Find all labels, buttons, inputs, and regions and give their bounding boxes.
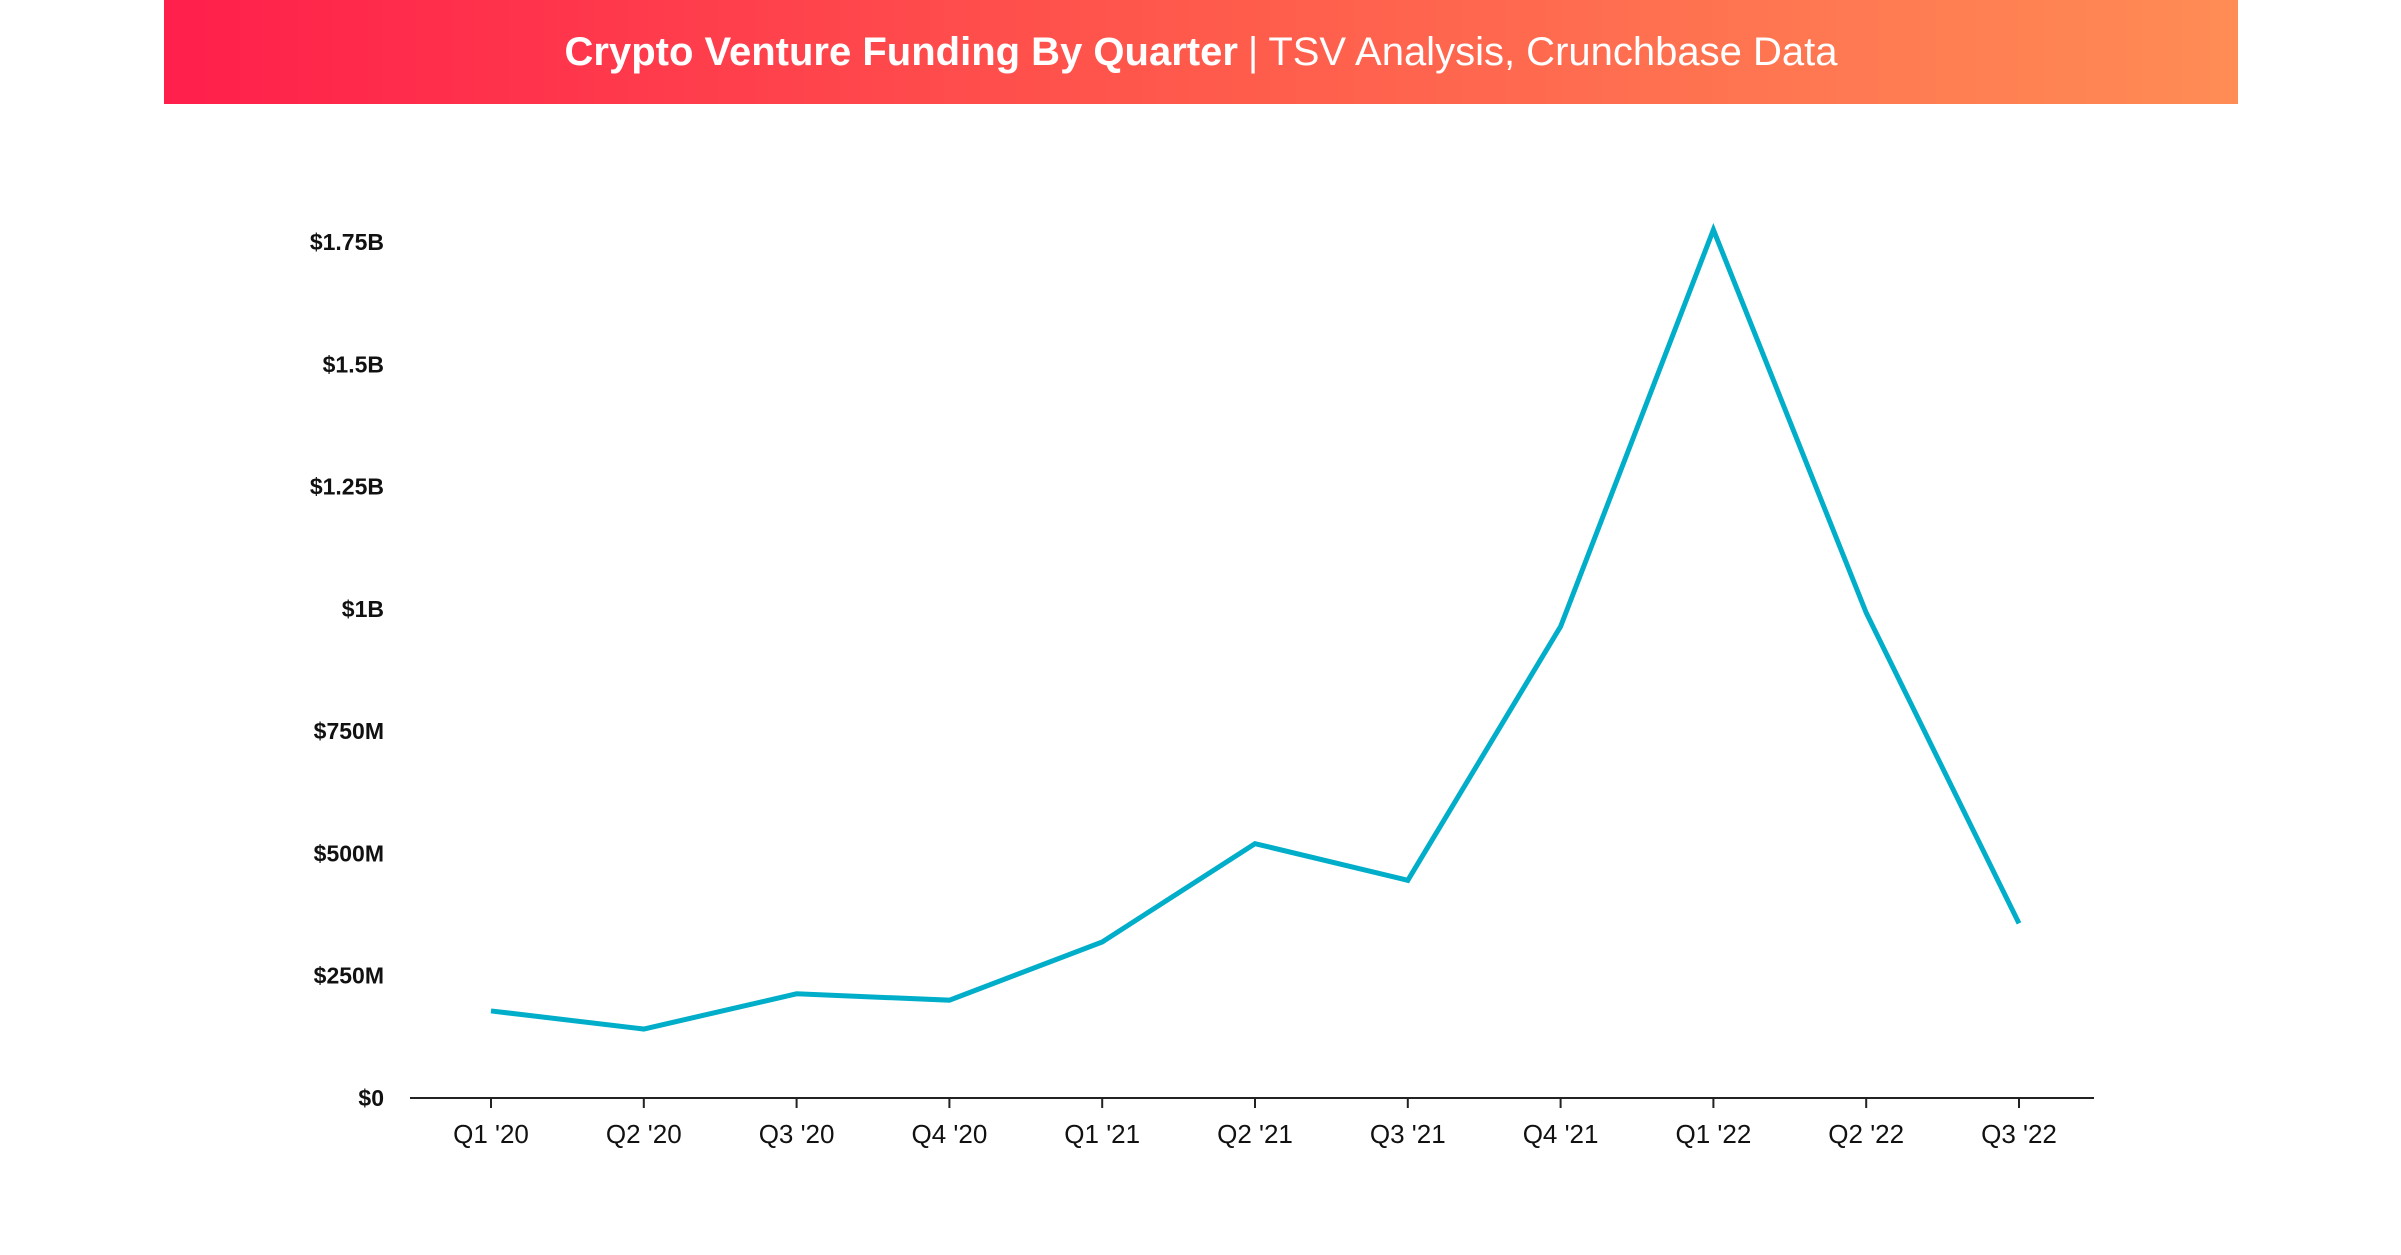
y-tick-label: $1.25B (310, 474, 384, 500)
y-tick-label: $1.75B (310, 229, 384, 255)
y-tick-label: $750M (314, 718, 384, 744)
chart-title-banner: Crypto Venture Funding By Quarter | TSV … (164, 0, 2238, 104)
chart-title: Crypto Venture Funding By Quarter (564, 29, 1238, 74)
y-tick-label: $1.5B (323, 351, 384, 377)
x-tick-label: Q4 '21 (1523, 1119, 1599, 1149)
y-tick-label: $250M (314, 963, 384, 989)
funding-series-line (490, 222, 2022, 1032)
x-tick-label: Q3 '21 (1370, 1119, 1446, 1149)
chart-subtitle: TSV Analysis, Crunchbase Data (1268, 29, 1838, 74)
x-tick-label: Q3 '22 (1981, 1119, 2057, 1149)
x-tick-label: Q2 '21 (1217, 1119, 1293, 1149)
x-tick-label: Q3 '20 (759, 1119, 835, 1149)
title-separator: | (1247, 29, 1259, 74)
x-tick-label: Q1 '20 (453, 1119, 529, 1149)
x-tick-label: Q1 '21 (1064, 1119, 1140, 1149)
y-tick-label: $500M (314, 840, 384, 866)
y-tick-label: $1B (342, 596, 384, 622)
x-tick-label: Q1 '22 (1676, 1119, 1752, 1149)
x-tick-label: Q2 '22 (1828, 1119, 1904, 1149)
x-tick-label: Q2 '20 (606, 1119, 682, 1149)
y-tick-label: $0 (358, 1085, 384, 1111)
x-tick-label: Q4 '20 (912, 1119, 988, 1149)
